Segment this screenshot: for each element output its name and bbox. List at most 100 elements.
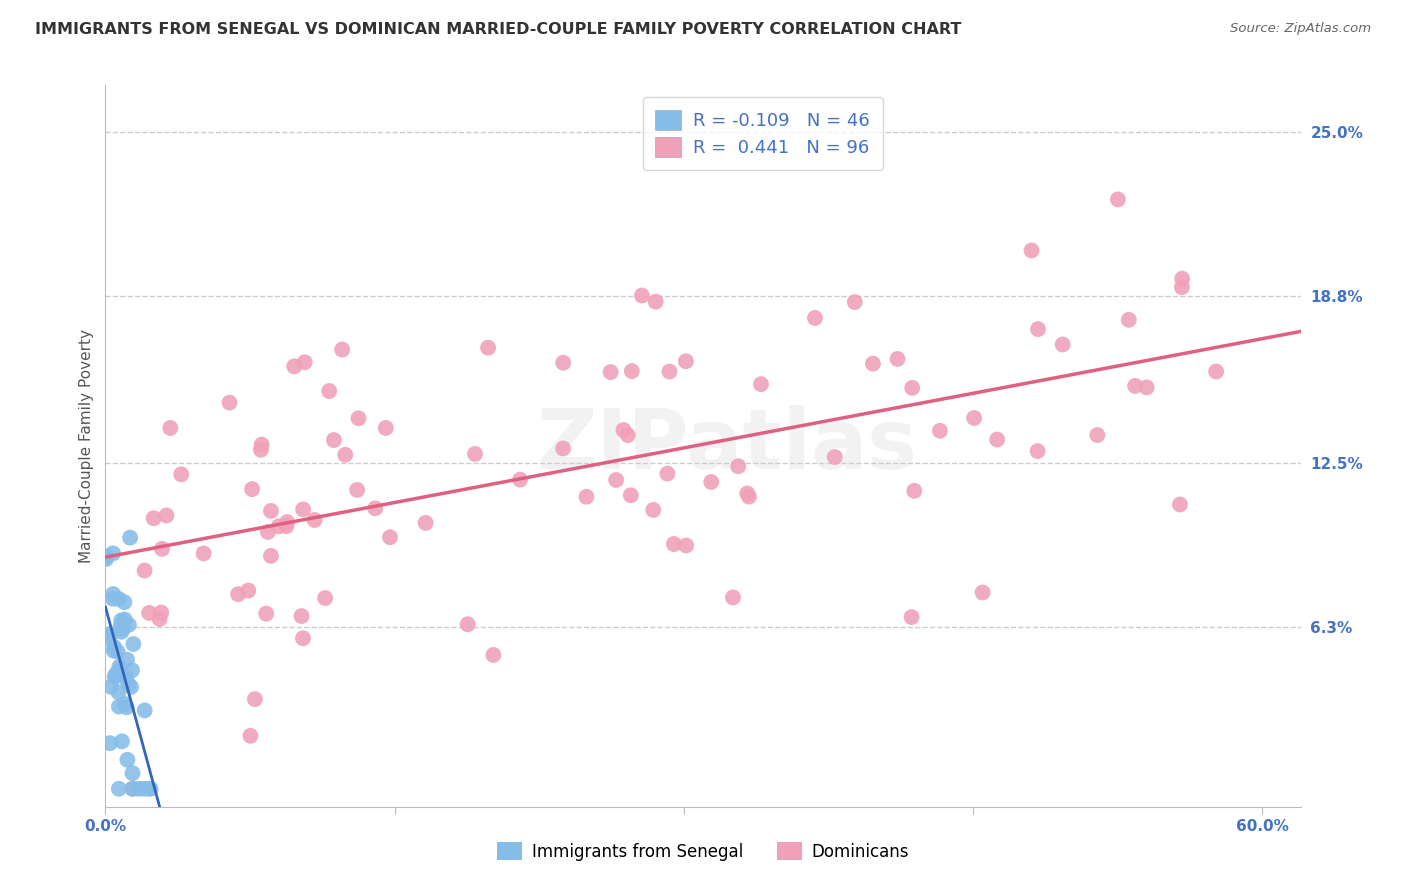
Point bbox=[138, 606, 160, 620]
Point bbox=[553, 442, 575, 456]
Point bbox=[963, 411, 986, 425]
Point bbox=[120, 680, 142, 694]
Point bbox=[658, 365, 681, 379]
Point bbox=[257, 524, 280, 539]
Point bbox=[121, 781, 143, 796]
Point bbox=[599, 365, 621, 379]
Point bbox=[553, 356, 575, 370]
Text: IMMIGRANTS FROM SENEGAL VS DOMINICAN MARRIED-COUPLE FAMILY POVERTY CORRELATION C: IMMIGRANTS FROM SENEGAL VS DOMINICAN MAR… bbox=[35, 22, 962, 37]
Point bbox=[1168, 498, 1191, 512]
Point bbox=[134, 564, 156, 578]
Point bbox=[631, 288, 654, 302]
Point bbox=[238, 583, 260, 598]
Point bbox=[94, 549, 117, 564]
Point bbox=[675, 539, 697, 553]
Point bbox=[482, 648, 505, 662]
Point bbox=[260, 549, 283, 563]
Point bbox=[735, 486, 758, 500]
Point bbox=[267, 519, 290, 533]
Point bbox=[121, 663, 143, 677]
Point bbox=[107, 668, 129, 682]
Point bbox=[457, 617, 479, 632]
Point bbox=[170, 467, 193, 482]
Point bbox=[374, 421, 396, 435]
Point bbox=[114, 697, 136, 711]
Point bbox=[378, 530, 401, 544]
Point bbox=[415, 516, 437, 530]
Point bbox=[283, 359, 305, 374]
Point bbox=[749, 377, 772, 392]
Point bbox=[824, 450, 846, 464]
Point bbox=[107, 591, 129, 606]
Point bbox=[509, 473, 531, 487]
Point bbox=[110, 614, 132, 628]
Point bbox=[107, 644, 129, 658]
Point bbox=[108, 659, 131, 673]
Point bbox=[972, 585, 994, 599]
Point bbox=[276, 515, 298, 529]
Point bbox=[294, 355, 316, 369]
Point bbox=[605, 473, 627, 487]
Point bbox=[464, 447, 486, 461]
Point bbox=[148, 612, 170, 626]
Point bbox=[1171, 271, 1194, 285]
Point bbox=[104, 670, 127, 684]
Point bbox=[250, 442, 273, 457]
Y-axis label: Married-Couple Family Poverty: Married-Couple Family Poverty bbox=[79, 329, 94, 563]
Point bbox=[643, 503, 665, 517]
Text: Source: ZipAtlas.com: Source: ZipAtlas.com bbox=[1230, 22, 1371, 36]
Point bbox=[155, 508, 177, 523]
Point bbox=[108, 699, 131, 714]
Point bbox=[700, 475, 723, 489]
Point bbox=[94, 552, 117, 566]
Point bbox=[1171, 280, 1194, 294]
Point bbox=[1107, 193, 1129, 207]
Point bbox=[243, 692, 266, 706]
Point bbox=[128, 781, 150, 796]
Point bbox=[662, 537, 685, 551]
Point bbox=[1021, 244, 1043, 258]
Point bbox=[1085, 428, 1108, 442]
Point bbox=[291, 632, 314, 646]
Point bbox=[115, 671, 138, 685]
Point bbox=[103, 644, 125, 658]
Point bbox=[104, 667, 127, 681]
Point bbox=[111, 734, 134, 748]
Point bbox=[142, 511, 165, 525]
Point bbox=[721, 591, 744, 605]
Point bbox=[1136, 380, 1159, 394]
Point bbox=[159, 421, 181, 435]
Point bbox=[314, 591, 336, 605]
Point bbox=[98, 631, 121, 645]
Point bbox=[318, 384, 340, 398]
Point bbox=[347, 411, 370, 425]
Point bbox=[115, 653, 138, 667]
Point bbox=[477, 341, 499, 355]
Point bbox=[901, 381, 924, 395]
Point bbox=[1052, 337, 1074, 351]
Point bbox=[862, 357, 884, 371]
Point bbox=[1205, 364, 1227, 378]
Point bbox=[844, 295, 866, 310]
Point bbox=[122, 637, 145, 651]
Point bbox=[292, 502, 315, 516]
Point bbox=[112, 595, 135, 609]
Point bbox=[138, 781, 160, 796]
Point bbox=[101, 587, 124, 601]
Point bbox=[193, 546, 215, 560]
Point bbox=[110, 624, 132, 639]
Point bbox=[738, 490, 761, 504]
Point bbox=[108, 781, 131, 796]
Point bbox=[330, 343, 353, 357]
Point bbox=[612, 423, 634, 437]
Point bbox=[900, 610, 922, 624]
Point bbox=[616, 428, 638, 442]
Point bbox=[110, 620, 132, 634]
Point bbox=[100, 680, 122, 694]
Point bbox=[903, 483, 925, 498]
Point bbox=[139, 781, 162, 796]
Point bbox=[226, 587, 249, 601]
Point bbox=[254, 607, 277, 621]
Point bbox=[323, 433, 346, 447]
Point bbox=[304, 513, 326, 527]
